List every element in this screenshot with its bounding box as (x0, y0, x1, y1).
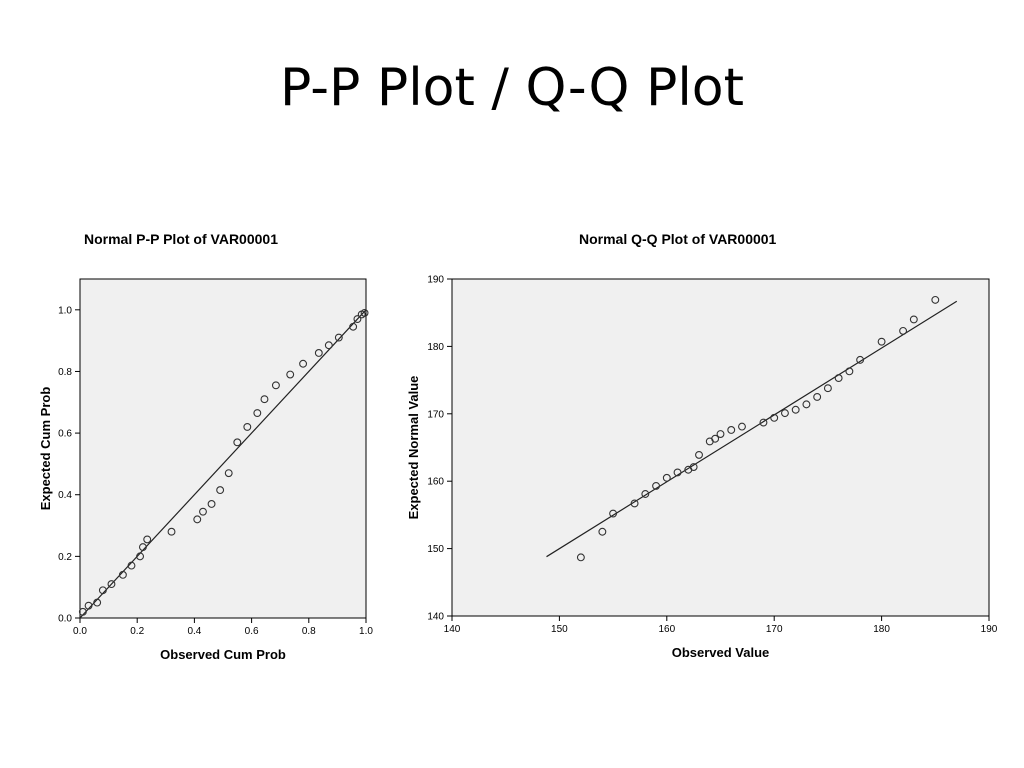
data-point (138, 543, 147, 552)
x-tick-label: 160 (658, 624, 675, 635)
pp-plot-title: Normal P-P Plot of VAR00001 (84, 231, 278, 247)
qq-plot-title: Normal Q-Q Plot of VAR00001 (579, 231, 777, 247)
data-point (877, 337, 886, 346)
data-point (652, 481, 661, 490)
data-point (118, 570, 127, 579)
x-axis-title: Observed Value (672, 645, 770, 660)
data-point (143, 535, 152, 544)
data-point (823, 384, 832, 393)
x-tick-label: 0.4 (187, 626, 201, 637)
data-point (695, 450, 703, 459)
x-tick-label: 190 (981, 624, 998, 635)
y-tick-label: 0.0 (58, 614, 72, 625)
data-point (167, 527, 176, 536)
data-point (780, 409, 789, 418)
x-tick-label: 170 (766, 624, 783, 635)
y-axis-title: Expected Cum Prob (38, 387, 53, 511)
data-point (802, 400, 811, 409)
y-tick-label: 160 (427, 477, 444, 488)
data-point (770, 413, 779, 422)
data-point (630, 499, 639, 508)
data-point (271, 381, 280, 390)
data-point (136, 552, 145, 561)
data-point (759, 418, 768, 427)
data-point (193, 515, 202, 524)
data-point (324, 341, 333, 350)
x-tick-label: 0.8 (302, 626, 316, 637)
data-point (353, 315, 362, 324)
data-point (314, 349, 323, 357)
plot-area (79, 278, 367, 619)
y-tick-label: 140 (427, 612, 444, 623)
x-axis-title: Observed Cum Prob (160, 647, 286, 662)
data-point (199, 507, 207, 516)
y-tick-label: 180 (427, 342, 444, 353)
y-axis-title: Expected Normal Value (406, 376, 421, 520)
data-point (93, 598, 102, 607)
y-tick-label: 150 (427, 544, 444, 555)
x-tick-label: 0.2 (130, 626, 144, 637)
data-point (349, 322, 358, 331)
data-point (689, 463, 698, 471)
data-point (738, 422, 746, 431)
slide-title: P-P Plot / Q-Q Plot (280, 58, 744, 118)
data-point (127, 561, 136, 570)
data-point (84, 601, 93, 610)
reference-line (546, 300, 958, 558)
y-tick-label: 190 (427, 275, 444, 286)
x-tick-label: 1.0 (359, 626, 373, 637)
data-point (609, 509, 618, 518)
data-point (78, 607, 87, 616)
data-point (243, 422, 252, 431)
x-tick-label: 0.0 (73, 626, 87, 637)
data-point (207, 500, 216, 508)
data-point (909, 315, 918, 324)
data-point (727, 426, 736, 434)
data-point (107, 580, 116, 589)
data-point (845, 367, 854, 376)
data-point (576, 553, 585, 562)
data-point (641, 490, 650, 498)
y-tick-label: 0.4 (58, 490, 72, 501)
y-tick-label: 170 (427, 409, 444, 420)
data-point (711, 434, 720, 443)
data-point (286, 370, 295, 379)
data-point (716, 430, 725, 438)
y-tick-label: 0.6 (58, 429, 72, 440)
data-point (834, 374, 843, 383)
data-point (931, 295, 940, 304)
data-point (253, 409, 262, 418)
data-point (856, 355, 865, 364)
data-point (98, 586, 107, 595)
x-tick-label: 180 (873, 624, 890, 635)
data-point (598, 527, 607, 536)
plot-area (451, 278, 990, 617)
x-tick-label: 150 (551, 624, 568, 635)
data-point (216, 486, 225, 495)
data-point (662, 473, 671, 482)
data-point (233, 438, 242, 447)
data-point (260, 395, 269, 404)
y-tick-label: 0.2 (58, 552, 72, 563)
x-tick-label: 0.6 (245, 626, 259, 637)
y-tick-label: 1.0 (58, 305, 72, 316)
data-point (791, 405, 800, 414)
data-point (673, 468, 682, 477)
data-point (334, 333, 343, 342)
x-tick-label: 140 (444, 624, 461, 635)
data-point (813, 393, 822, 401)
data-point (224, 469, 233, 478)
y-tick-label: 0.8 (58, 367, 72, 378)
data-point (299, 359, 308, 368)
data-point (360, 308, 369, 317)
data-point (899, 326, 908, 335)
